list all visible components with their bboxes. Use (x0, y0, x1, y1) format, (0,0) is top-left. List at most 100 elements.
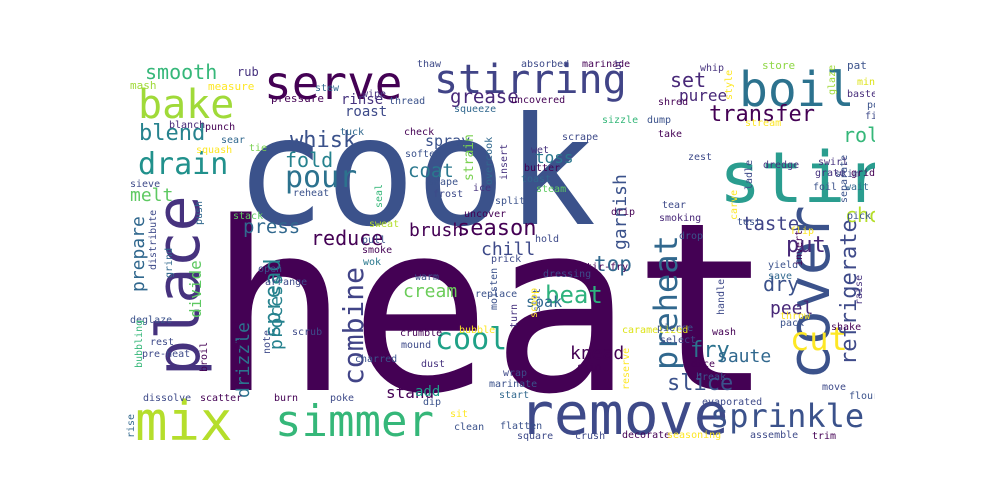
word: warm (415, 272, 440, 283)
word: reheat (293, 188, 330, 199)
word: spray (425, 132, 471, 150)
word: raise (854, 274, 865, 305)
word: grind (164, 247, 175, 278)
word: toss (535, 148, 574, 167)
word: press (243, 216, 301, 238)
word: tie (249, 143, 268, 154)
word: squeeze (454, 104, 497, 115)
word: stand (386, 383, 435, 402)
word: take (658, 129, 683, 140)
word: save (768, 271, 793, 282)
word: arrange (265, 277, 308, 288)
word: strain (462, 134, 477, 181)
word: wrap (503, 368, 528, 379)
word: wet (531, 145, 550, 156)
word: boil (739, 62, 855, 118)
word: soften (405, 149, 442, 160)
word: insert (499, 143, 510, 180)
word: evaporated (702, 397, 763, 408)
word: dump (647, 115, 672, 126)
word: thread (389, 96, 426, 107)
word: toast (521, 174, 552, 185)
word: mince (857, 77, 875, 88)
word: ice (473, 183, 492, 194)
word: distribute (148, 209, 159, 270)
word: reserve (621, 347, 632, 390)
word: burn (274, 393, 299, 404)
word: flatten (500, 421, 543, 432)
word: sit (450, 409, 469, 420)
word: pre-heat (142, 349, 191, 360)
word: sieve (130, 179, 161, 190)
word: pull (362, 235, 387, 246)
word: check (404, 127, 435, 138)
word: dry (763, 272, 800, 296)
word: broil (199, 341, 210, 372)
word: wipe (362, 89, 387, 100)
word: yield (768, 260, 799, 271)
word: tuck (340, 127, 365, 138)
word: put (786, 233, 826, 258)
word: smoking (659, 213, 702, 224)
word: whip (700, 63, 725, 74)
word: rinse (341, 92, 384, 108)
word: mash (130, 79, 157, 92)
word: ladle (744, 159, 755, 190)
word: assemble (750, 430, 799, 441)
word: stream (745, 118, 782, 129)
word: saute (717, 346, 772, 367)
word: top (594, 252, 632, 276)
word: stuff (232, 319, 243, 350)
word: mix (135, 390, 233, 443)
word: dust (421, 359, 446, 370)
word: mound (401, 340, 432, 351)
word: seal (374, 183, 385, 208)
word: cut (790, 320, 848, 358)
word: combine (337, 266, 370, 385)
word: serve (264, 60, 403, 110)
word: swirl (818, 157, 849, 168)
word: pat (847, 60, 867, 72)
word: invert (794, 229, 805, 266)
word: scrape (562, 132, 599, 143)
word: stack (233, 211, 264, 222)
word: pop (867, 100, 875, 111)
word: cook (235, 86, 597, 260)
word: blend (139, 121, 206, 146)
word: rub (237, 65, 259, 79)
word: skin (577, 362, 602, 373)
word: add (415, 384, 441, 400)
word: uncovered (511, 95, 566, 106)
word: smooth (145, 60, 218, 84)
word: beat (545, 281, 603, 309)
word: thaw (417, 60, 442, 70)
word: puree (679, 86, 728, 105)
word: shake (831, 322, 862, 333)
word: hold (535, 234, 560, 245)
word: bake (138, 82, 235, 128)
word: square (517, 431, 554, 442)
word: roast (345, 104, 388, 120)
word: frost (433, 189, 464, 200)
word: push (194, 200, 205, 225)
word: drop (679, 231, 704, 242)
word: measure (208, 80, 255, 93)
word: drain (138, 147, 229, 182)
word: knead (570, 343, 625, 364)
word: pour (285, 160, 358, 195)
word: zest (688, 152, 713, 163)
word: wait (845, 182, 870, 193)
word: sear (221, 135, 246, 146)
word: split (495, 196, 526, 207)
word: bubbling (134, 319, 145, 368)
word: slice (667, 371, 734, 396)
word: pierce (657, 323, 694, 334)
word: scrub (292, 327, 323, 338)
word: peel (770, 298, 814, 319)
word: style (724, 69, 735, 100)
word: preheat (647, 235, 685, 370)
word: note (262, 329, 273, 354)
word: reduce (311, 226, 384, 250)
word: pressure (271, 92, 324, 105)
word: overcook (484, 136, 495, 185)
